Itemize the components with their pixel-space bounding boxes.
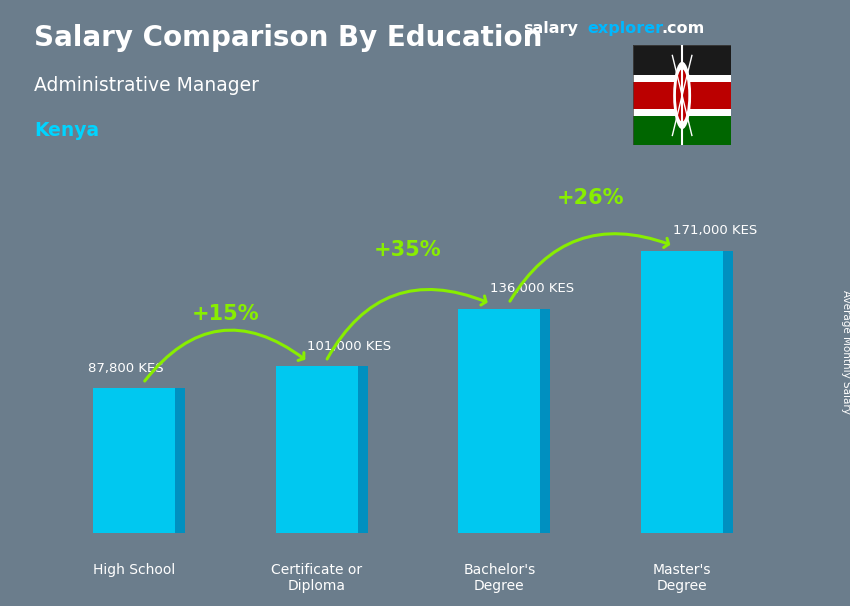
Bar <box>633 45 731 79</box>
Text: Bachelor's
Degree: Bachelor's Degree <box>463 563 536 593</box>
Text: High School: High School <box>93 563 175 577</box>
Text: 136,000 KES: 136,000 KES <box>490 282 575 295</box>
Text: Kenya: Kenya <box>34 121 99 140</box>
Text: +15%: +15% <box>191 304 259 324</box>
Text: 171,000 KES: 171,000 KES <box>673 224 757 238</box>
Text: +26%: +26% <box>557 188 625 208</box>
Text: .com: .com <box>661 21 705 36</box>
Bar <box>93 388 175 533</box>
Text: Salary Comparison By Education: Salary Comparison By Education <box>34 24 542 52</box>
Polygon shape <box>358 367 367 533</box>
Bar <box>633 79 731 112</box>
Ellipse shape <box>673 62 691 129</box>
Bar <box>458 308 541 533</box>
Bar <box>641 251 723 533</box>
Text: Average Monthly Salary: Average Monthly Salary <box>841 290 850 413</box>
Bar <box>633 112 731 145</box>
Bar <box>633 108 731 116</box>
Text: Master's
Degree: Master's Degree <box>653 563 711 593</box>
Polygon shape <box>175 388 184 533</box>
Text: Administrative Manager: Administrative Manager <box>34 76 259 95</box>
Text: explorer: explorer <box>587 21 664 36</box>
Polygon shape <box>541 308 550 533</box>
Text: +35%: +35% <box>374 241 442 261</box>
Text: Certificate or
Diploma: Certificate or Diploma <box>271 563 362 593</box>
Text: 87,800 KES: 87,800 KES <box>88 362 164 375</box>
Text: salary: salary <box>523 21 578 36</box>
Bar <box>633 75 731 82</box>
Text: 101,000 KES: 101,000 KES <box>308 340 392 353</box>
Bar <box>275 367 358 533</box>
Polygon shape <box>723 251 733 533</box>
Ellipse shape <box>676 69 688 122</box>
